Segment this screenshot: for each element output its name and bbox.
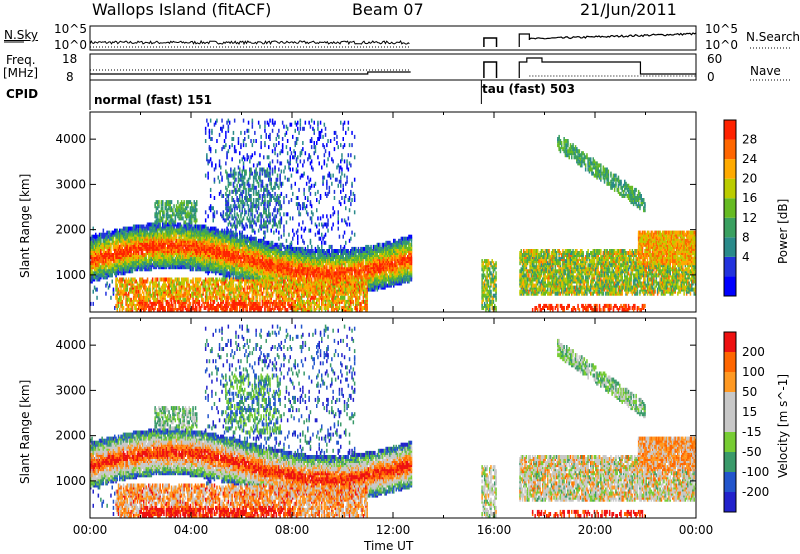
nsky-tick-top: 10^5 <box>54 22 87 36</box>
time-tick-label: 12:00 <box>376 523 411 537</box>
time-tick-label: 16:00 <box>477 523 512 537</box>
power-heatmap-cells <box>90 118 697 312</box>
velocity-colorbar-segment <box>724 492 736 512</box>
power-colorbar-segment <box>724 120 736 140</box>
velocity-colorbar-tick-label: 200 <box>742 345 765 359</box>
power-colorbar-tick-label: 20 <box>742 172 757 186</box>
power-colorbar-segment <box>724 159 736 179</box>
velocity-colorbar-segment <box>724 452 736 472</box>
velocity-colorbar-tick-label: -15 <box>742 425 762 439</box>
freq-label: Freq. <box>6 53 36 67</box>
freq-trace-tau2 <box>518 57 696 78</box>
power-colorbar-tick-label: 12 <box>742 211 757 225</box>
time-tick-label: 08:00 <box>275 523 310 537</box>
nsky-trace-normal <box>89 39 410 46</box>
nsky-label: N.Sky <box>4 28 38 42</box>
cpid-tau-label: tau (fast) 503 <box>482 82 575 96</box>
nsearch-label: N.Search <box>746 30 800 44</box>
power-colorbar-segment <box>724 256 736 277</box>
time-tick-label: 04:00 <box>174 523 209 537</box>
cpid-label: CPID <box>6 87 38 101</box>
velocity-ytick-label: 4000 <box>55 338 86 352</box>
freq-panel-frame <box>89 53 697 81</box>
velocity-ytick-label: 1000 <box>55 474 86 488</box>
power-colorbar-segment <box>724 217 736 238</box>
velocity-colorbar-segment <box>724 352 736 372</box>
velocity-ytick-label: 2000 <box>55 429 86 443</box>
power-colorbar-tick-label: 16 <box>742 191 757 205</box>
power-colorbar-segment <box>724 237 736 257</box>
time-tick-label: 00:00 <box>679 523 714 537</box>
velocity-colorbar-segment <box>724 472 736 492</box>
velocity-colorbar-tick-label: -100 <box>742 465 769 479</box>
velocity-colorbar-segment <box>724 432 736 452</box>
velocity-colorbar-tick-label: 50 <box>742 385 757 399</box>
nsky-panel-frame <box>89 25 697 51</box>
nsearch-tick-top: 10^5 <box>705 22 738 36</box>
power-colorbar-tick-label: 24 <box>742 152 757 166</box>
power-colorbar-segment <box>724 139 736 160</box>
freq-tick-top: 18 <box>62 52 77 66</box>
power-colorbar-frame <box>723 119 737 297</box>
velocity-ylabel: Slant Range [km] <box>18 380 32 484</box>
nsky-tick-bottom: 10^0 <box>54 38 87 52</box>
beam-label: Beam 07 <box>352 0 424 19</box>
nave-tick-bottom: 0 <box>707 70 715 84</box>
velocity-colorbar-segment <box>724 332 736 352</box>
freq-tick-bottom: 8 <box>66 70 74 84</box>
velocity-ytick-label: 3000 <box>55 383 86 397</box>
power-ytick-label: 2000 <box>55 223 86 237</box>
power-ylabel: Slant Range [km] <box>18 174 32 278</box>
cpid-normal-label: normal (fast) 151 <box>94 93 212 107</box>
time-tick-label: 00:00 <box>73 523 108 537</box>
nsky-trace-tau1 <box>483 37 498 47</box>
power-colorbar-segment <box>724 276 736 296</box>
velocity-colorbar-segment <box>724 372 736 392</box>
velocity-colorbar-tick-label: 100 <box>742 365 765 379</box>
power-ytick-label: 4000 <box>55 132 86 146</box>
velocity-colorbar-segment <box>724 392 736 412</box>
velocity-colorbar-tick-label: 15 <box>742 405 757 419</box>
power-colorbar-tick-label: 8 <box>742 230 750 244</box>
velocity-heatmap-cells <box>90 324 697 518</box>
power-colorbar-segment <box>724 178 736 199</box>
velocity-colorbar-frame <box>723 331 737 513</box>
freq-trace-tau1 <box>483 61 498 78</box>
velocity-colorbar-tick-label: -200 <box>742 485 769 499</box>
date-label: 21/Jun/2011 <box>580 0 677 19</box>
power-colorbar-tick-label: 28 <box>742 133 757 147</box>
velocity-colorbar-tick-label: -50 <box>742 445 762 459</box>
nave-tick-top: 60 <box>707 52 722 66</box>
power-ytick-label: 1000 <box>55 268 86 282</box>
freq-unit-label: [MHz] <box>3 66 38 80</box>
power-colorbar-label: Power [dB] <box>776 199 790 264</box>
freq-trace-normal <box>90 71 411 75</box>
time-tick-label: 20:00 <box>578 523 613 537</box>
nsky-trace-tau2 <box>518 32 697 47</box>
site-title: Wallops Island (fitACF) <box>92 0 271 19</box>
nave-label: Nave <box>750 64 781 78</box>
power-ytick-label: 3000 <box>55 177 86 191</box>
velocity-colorbar-label: Velocity [m s^-1] <box>776 374 790 478</box>
nsearch-tick-bottom: 10^0 <box>705 38 738 52</box>
power-colorbar-tick-label: 4 <box>742 250 750 264</box>
velocity-colorbar-segment <box>724 412 736 432</box>
time-axis-label: Time UT <box>364 539 413 553</box>
power-colorbar-segment <box>724 198 736 218</box>
